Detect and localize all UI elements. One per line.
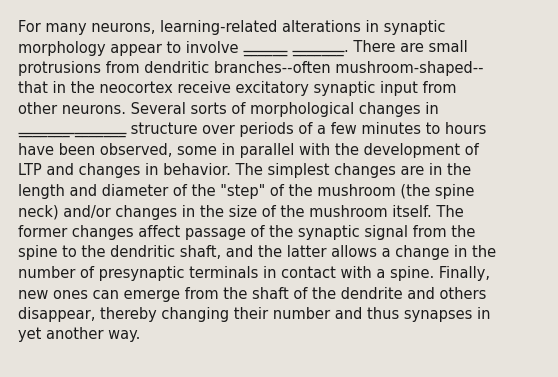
Text: length and diameter of the "step" of the mushroom (the spine: length and diameter of the "step" of the… bbox=[18, 184, 474, 199]
Text: LTP and changes in behavior. The simplest changes are in the: LTP and changes in behavior. The simples… bbox=[18, 164, 471, 178]
Text: _______: _______ bbox=[292, 40, 344, 55]
Text: spine to the dendritic shaft, and the latter allows a change in the: spine to the dendritic shaft, and the la… bbox=[18, 245, 496, 261]
Text: disappear, thereby changing their number and thus synapses in: disappear, thereby changing their number… bbox=[18, 307, 490, 322]
Text: ______: ______ bbox=[243, 40, 287, 55]
Text: protrusions from dendritic branches--often mushroom-shaped--: protrusions from dendritic branches--oft… bbox=[18, 61, 483, 76]
Text: structure over periods of a few minutes to hours: structure over periods of a few minutes … bbox=[126, 123, 486, 138]
Text: that in the neocortex receive excitatory synaptic input from: that in the neocortex receive excitatory… bbox=[18, 81, 456, 97]
Text: yet another way.: yet another way. bbox=[18, 328, 141, 342]
Text: number of presynaptic terminals in contact with a spine. Finally,: number of presynaptic terminals in conta… bbox=[18, 266, 490, 281]
Text: For many neurons, learning-related alterations in synaptic: For many neurons, learning-related alter… bbox=[18, 20, 445, 35]
Text: new ones can emerge from the shaft of the dendrite and others: new ones can emerge from the shaft of th… bbox=[18, 287, 487, 302]
Text: _______: _______ bbox=[74, 123, 126, 138]
Text: former changes affect passage of the synaptic signal from the: former changes affect passage of the syn… bbox=[18, 225, 475, 240]
Text: _______: _______ bbox=[18, 123, 74, 138]
Text: morphology appear to involve: morphology appear to involve bbox=[18, 40, 243, 55]
Text: have been observed, some in parallel with the development of: have been observed, some in parallel wit… bbox=[18, 143, 479, 158]
Text: other neurons. Several sorts of morphological changes in: other neurons. Several sorts of morpholo… bbox=[18, 102, 439, 117]
Text: . There are small: . There are small bbox=[344, 40, 468, 55]
Text: neck) and/or changes in the size of the mushroom itself. The: neck) and/or changes in the size of the … bbox=[18, 204, 464, 219]
